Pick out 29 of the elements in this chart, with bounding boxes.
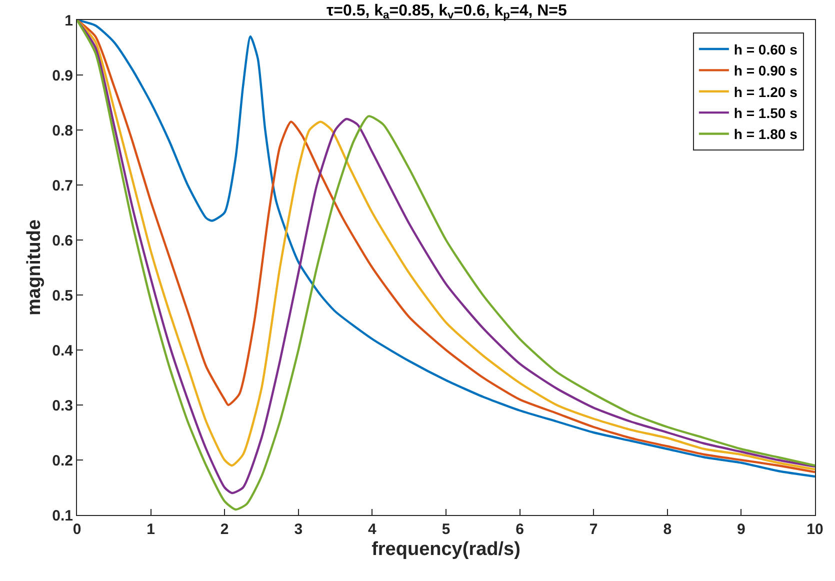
y-tick-label: 1 <box>64 12 73 30</box>
x-tick-label: 4 <box>368 521 378 538</box>
x-tick-label: 6 <box>516 521 524 538</box>
legend-label: h = 1.20 s <box>734 84 798 100</box>
y-tick-label: 0.1 <box>52 507 73 524</box>
legend-label: h = 0.60 s <box>734 41 798 58</box>
x-tick-label: 3 <box>294 521 303 538</box>
x-tick-label: 7 <box>589 521 598 538</box>
legend-label: h = 0.90 s <box>734 62 798 79</box>
x-tick-label: 1 <box>146 521 155 538</box>
x-tick-label: 10 <box>806 521 824 538</box>
x-tick-label: 9 <box>737 521 746 538</box>
x-tick-label: 2 <box>220 521 229 538</box>
y-tick-label: 0.4 <box>52 342 74 360</box>
legend-label: h = 1.80 s <box>734 126 798 142</box>
x-tick-label: 8 <box>663 521 672 538</box>
legend-label: h = 1.50 s <box>734 105 798 122</box>
x-tick-label: 0 <box>72 521 82 538</box>
y-tick-label: 0.8 <box>52 122 73 140</box>
y-tick-label: 0.7 <box>52 177 73 194</box>
x-tick-label: 5 <box>442 521 450 538</box>
y-tick-label: 0.9 <box>52 67 73 84</box>
x-axis-title: frequency(rad/s) <box>372 538 520 560</box>
y-tick-label: 0.2 <box>52 452 73 470</box>
y-tick-label: 0.3 <box>52 397 73 414</box>
y-tick-label: 0.6 <box>52 232 73 250</box>
y-tick-label: 0.5 <box>52 287 73 304</box>
y-axis-title: magnitude <box>24 219 45 316</box>
chart-title: τ=0.5, k$_{a}$=0.85, k$_{v}$=0.6, k$_{p}$=4, N=5 <box>326 2 568 22</box>
